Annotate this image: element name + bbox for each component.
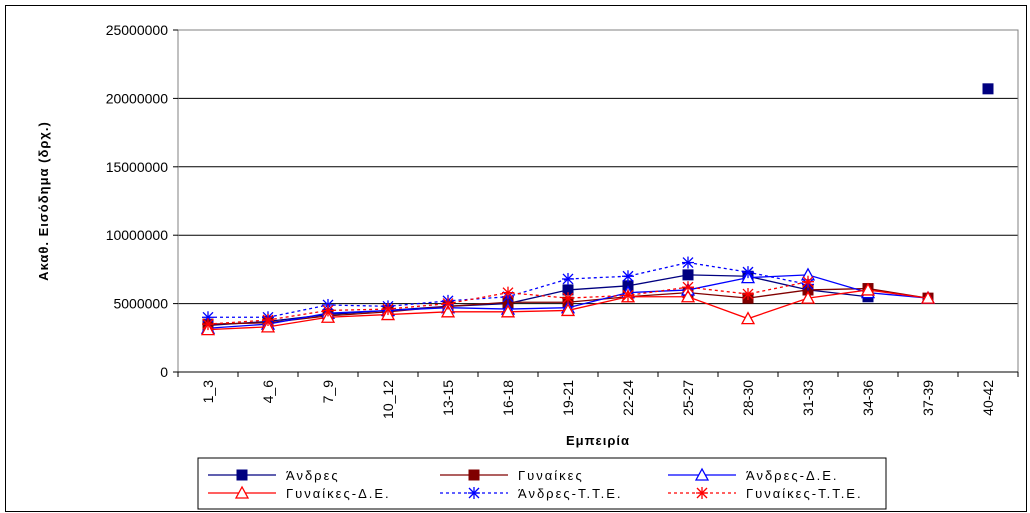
axes: 0 5000000 10000000 15000000 20000000 25000000… [106,22,1019,419]
x-tick-label: 7_9 [320,380,336,404]
legend-item: Άνδρες [208,468,340,483]
x-tick-label: 25-27 [680,380,696,416]
data-point [982,83,994,95]
data-point [320,309,336,323]
x-tick-label: 34-36 [860,380,876,416]
legend-marker [468,469,480,481]
x-tick-label: 37-39 [920,380,936,416]
x-tick-label: 22-24 [620,380,636,416]
gridlines [178,29,1018,305]
data-point [802,275,814,288]
y-tick-label: 5000000 [113,296,168,312]
legend-item: Άνδρες-Τ.Τ.Ε. [440,486,623,501]
legend-marker [694,467,710,481]
data-point [322,304,334,317]
data-point [860,282,876,296]
data-point [442,297,454,310]
series-line [207,274,869,327]
legend: Άνδρες Γυναίκες Άνδρες-Δ.Ε. Γυναίκες-Δ.Ε. Άν… [197,457,887,510]
data-point [262,314,274,327]
y-tick-label: 0 [160,364,168,380]
data-point [202,318,214,331]
series-6 [202,275,814,331]
y-tick-label: 10000000 [106,227,169,243]
data-point [680,289,696,303]
legend-marker [236,469,248,481]
legend-marker [234,485,250,499]
x-tick-label: 10_12 [380,380,396,419]
chart-frame [5,5,1027,512]
x-tick-label: 28-30 [740,380,756,416]
x-tick-label: 1_3 [200,380,216,404]
x-tick-label: 40-42 [980,380,996,416]
y-tick-label: 15000000 [106,159,169,175]
y-axis-title: Ακαθ. Εισόδημα (δρχ.) [36,121,51,281]
legend-item: Γυναίκες [440,468,584,483]
data-point [742,266,754,279]
legend-label: Γυναίκες-Τ.Τ.Ε. [746,486,863,501]
x-tick-label: 16-18 [500,380,516,416]
legend-marker [696,487,708,499]
data-point [682,269,694,281]
data-point [560,303,576,317]
data-point [740,311,756,325]
data-point [622,270,634,283]
series-group [200,83,994,336]
legend-box [197,457,887,510]
x-axis-title: Εμπειρία [566,433,630,448]
data-point [502,286,514,299]
legend-label: Άνδρες [286,468,340,483]
legend-marker [468,487,480,499]
data-point [622,289,634,302]
data-point [682,281,694,294]
data-point [562,272,574,285]
data-point [500,304,516,318]
data-point [682,256,694,269]
data-point [440,304,456,318]
legend-item: Άνδρες-Δ.Ε. [668,467,839,483]
data-point [382,303,394,316]
legend-label: Γυναίκες-Δ.Ε. [286,486,391,501]
x-tick-label: 4_6 [260,380,276,404]
data-point [260,319,276,333]
x-tick-label: 13-15 [440,380,456,416]
legend-label: Άνδρες-Δ.Ε. [746,468,839,483]
y-tick-label: 20000000 [106,90,169,106]
x-tick-label: 19-21 [560,380,576,416]
legend-label: Γυναίκες [518,468,584,483]
legend-item: Γυναίκες-Τ.Τ.Ε. [668,486,863,501]
data-point [800,290,816,304]
data-point [742,288,754,301]
legend-item: Γυναίκες-Δ.Ε. [208,485,391,501]
legend-label: Άνδρες-Τ.Τ.Ε. [518,486,623,501]
y-tick-label: 25000000 [106,22,169,38]
x-tick-label: 31-33 [800,380,816,416]
data-point [562,292,574,305]
data-point [920,290,936,304]
